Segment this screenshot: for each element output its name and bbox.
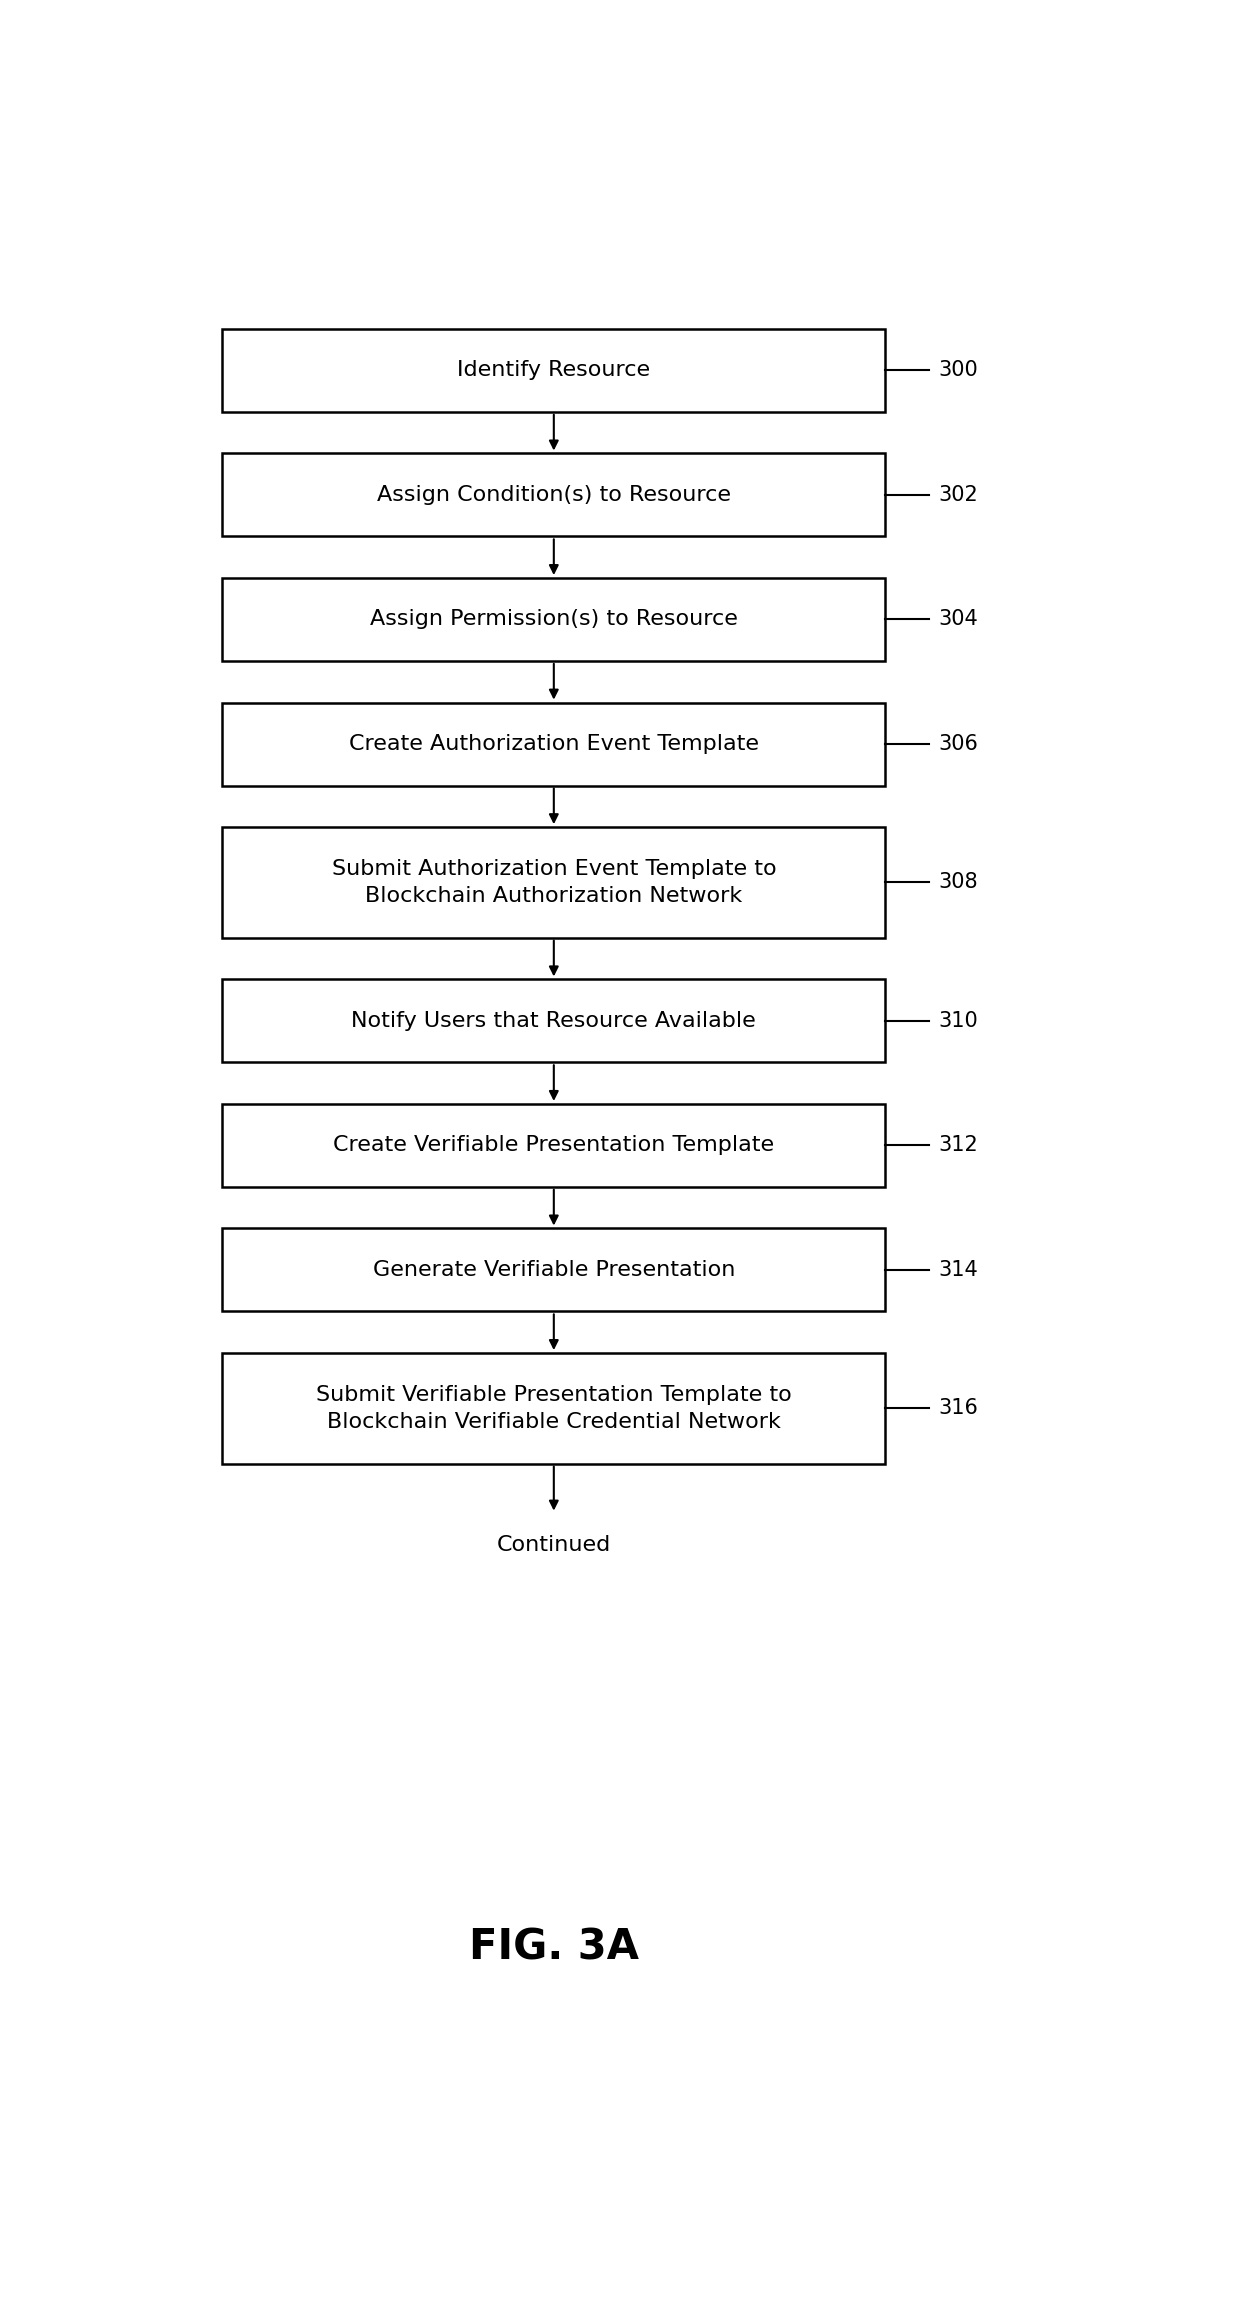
- Bar: [222, 579, 885, 662]
- Bar: [222, 1354, 885, 1464]
- Text: 300: 300: [939, 361, 978, 381]
- Text: Identify Resource: Identify Resource: [458, 361, 650, 381]
- Text: Generate Verifiable Presentation: Generate Verifiable Presentation: [373, 1259, 735, 1280]
- Text: Assign Permission(s) to Resource: Assign Permission(s) to Resource: [370, 609, 738, 630]
- Text: 312: 312: [939, 1135, 978, 1156]
- Text: 310: 310: [939, 1011, 978, 1032]
- Text: 306: 306: [939, 733, 978, 754]
- Text: 316: 316: [939, 1397, 978, 1418]
- Text: 308: 308: [939, 873, 978, 892]
- Text: Continued: Continued: [497, 1535, 611, 1556]
- Text: 304: 304: [939, 609, 978, 630]
- Bar: [222, 1229, 885, 1312]
- Text: Submit Verifiable Presentation Template to
Blockchain Verifiable Credential Netw: Submit Verifiable Presentation Template …: [316, 1386, 791, 1432]
- Text: Notify Users that Resource Available: Notify Users that Resource Available: [351, 1011, 756, 1032]
- Text: Submit Authorization Event Template to
Blockchain Authorization Network: Submit Authorization Event Template to B…: [331, 859, 776, 905]
- Text: 302: 302: [939, 485, 978, 506]
- Text: FIG. 3A: FIG. 3A: [469, 1928, 639, 1969]
- Bar: [222, 1103, 885, 1186]
- Bar: [222, 703, 885, 786]
- Text: Create Authorization Event Template: Create Authorization Event Template: [348, 733, 759, 754]
- Text: Assign Condition(s) to Resource: Assign Condition(s) to Resource: [377, 485, 730, 506]
- Bar: [222, 827, 885, 938]
- Bar: [222, 979, 885, 1062]
- Bar: [222, 329, 885, 411]
- Text: 314: 314: [939, 1259, 978, 1280]
- Text: Create Verifiable Presentation Template: Create Verifiable Presentation Template: [334, 1135, 774, 1156]
- Bar: [222, 453, 885, 535]
